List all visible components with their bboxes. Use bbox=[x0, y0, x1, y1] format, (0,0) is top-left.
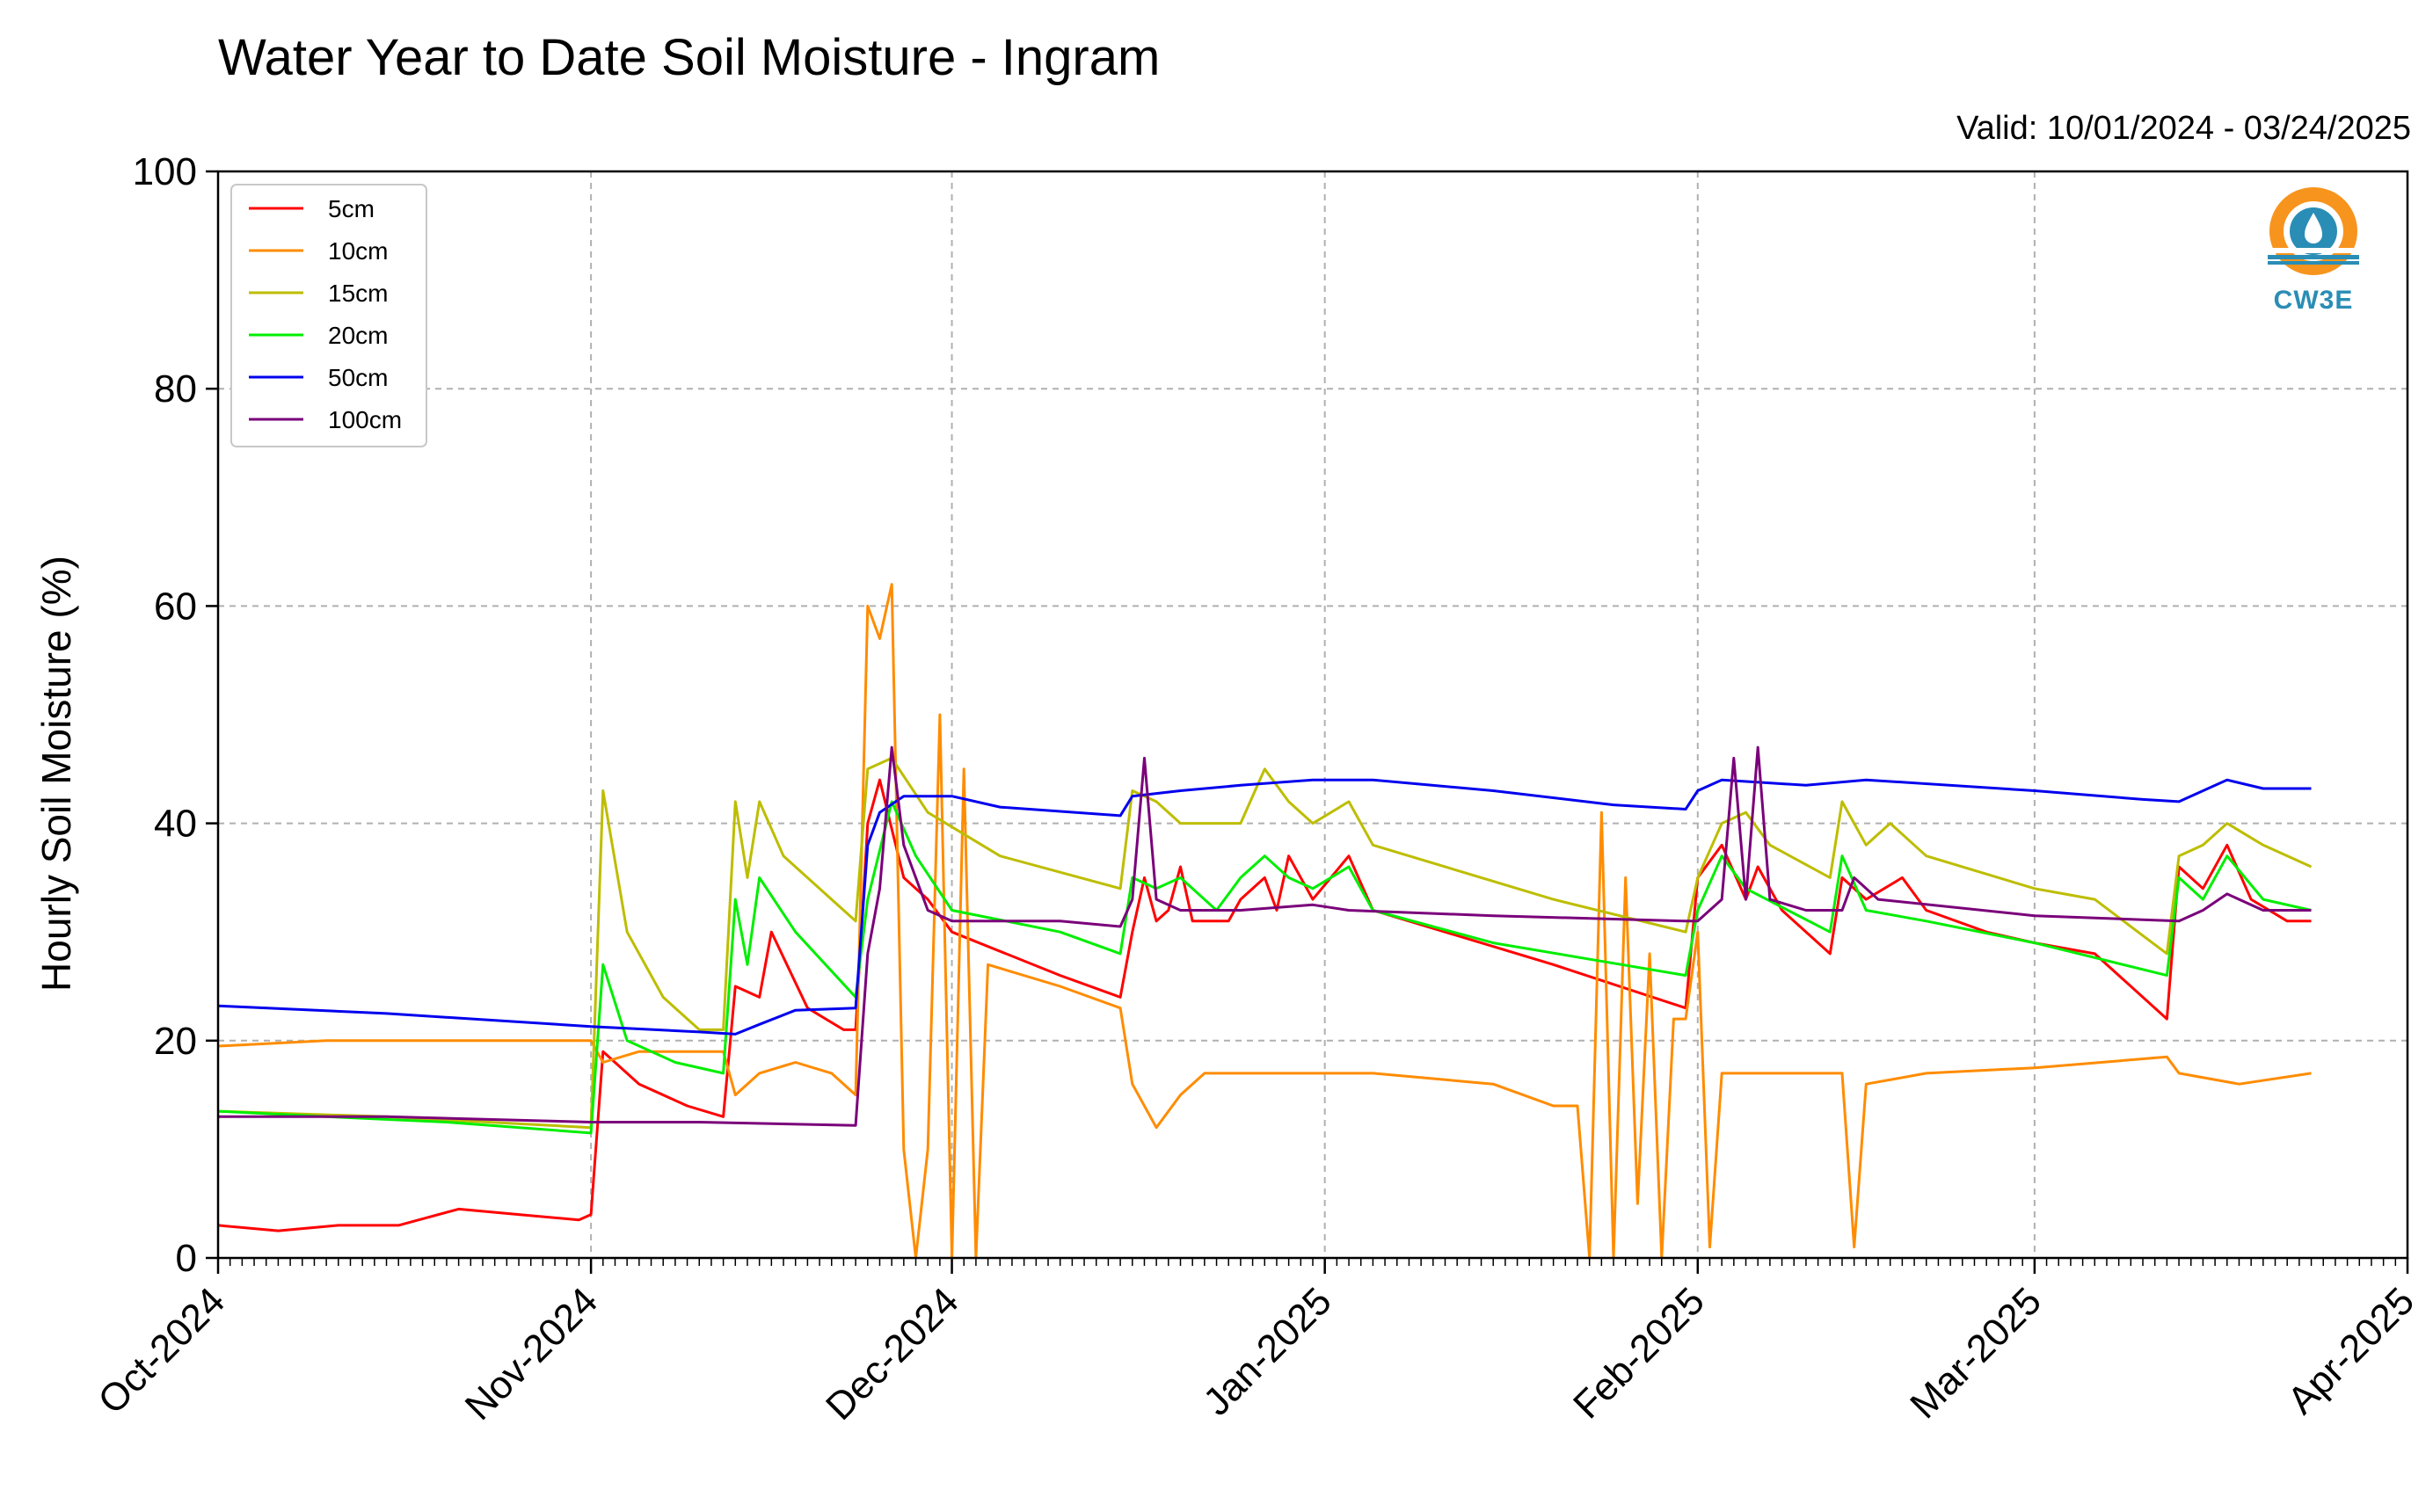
series-lines bbox=[217, 583, 2313, 1260]
legend-label: 50cm bbox=[328, 364, 388, 391]
cw3e-logo: CW3E bbox=[2247, 183, 2379, 316]
x-tick-label: Oct-2024 bbox=[90, 1279, 233, 1422]
series-line-10cm bbox=[217, 583, 2312, 1260]
x-tick-label: Apr-2025 bbox=[2279, 1279, 2422, 1422]
grid-lines bbox=[218, 171, 2408, 1258]
plot-frame bbox=[216, 170, 2409, 1260]
x-tick-label: Dec-2024 bbox=[818, 1279, 967, 1428]
x-tick-label: Jan-2025 bbox=[1195, 1279, 1339, 1423]
legend: 5cm 10cm 15cm 20cm 50cm 100cm bbox=[230, 184, 427, 447]
legend-label: 100cm bbox=[328, 406, 402, 433]
x-tick-label: Feb-2025 bbox=[1565, 1279, 1713, 1427]
x-tick-label: Nov-2024 bbox=[457, 1279, 607, 1428]
y-tick-label: 60 bbox=[154, 585, 197, 628]
y-tick-label: 20 bbox=[154, 1020, 197, 1063]
legend-label: 20cm bbox=[328, 322, 388, 349]
series-line-50cm bbox=[217, 778, 2312, 1036]
y-tick-label: 100 bbox=[133, 150, 197, 193]
series-line-15cm bbox=[217, 756, 2313, 1130]
legend-label: 5cm bbox=[328, 195, 375, 222]
series-line-20cm bbox=[217, 800, 2312, 1135]
chart-title: Water Year to Date Soil Moisture - Ingra… bbox=[218, 29, 1161, 86]
legend-label: 15cm bbox=[328, 280, 388, 307]
y-tick-label: 40 bbox=[154, 803, 197, 846]
series-line-100cm bbox=[218, 745, 2312, 1127]
x-tick-label: Mar-2025 bbox=[1902, 1279, 2050, 1427]
y-tick-label: 80 bbox=[154, 367, 197, 411]
logo-text: CW3E bbox=[2273, 286, 2354, 315]
series-line-5cm bbox=[217, 778, 2312, 1232]
y-tick-label: 0 bbox=[176, 1237, 197, 1280]
valid-date-range: Valid: 10/01/2024 - 03/24/2025 bbox=[1956, 110, 2411, 147]
legend-label: 10cm bbox=[328, 237, 388, 265]
cw3e-water-drop-logo-icon bbox=[2268, 187, 2359, 275]
